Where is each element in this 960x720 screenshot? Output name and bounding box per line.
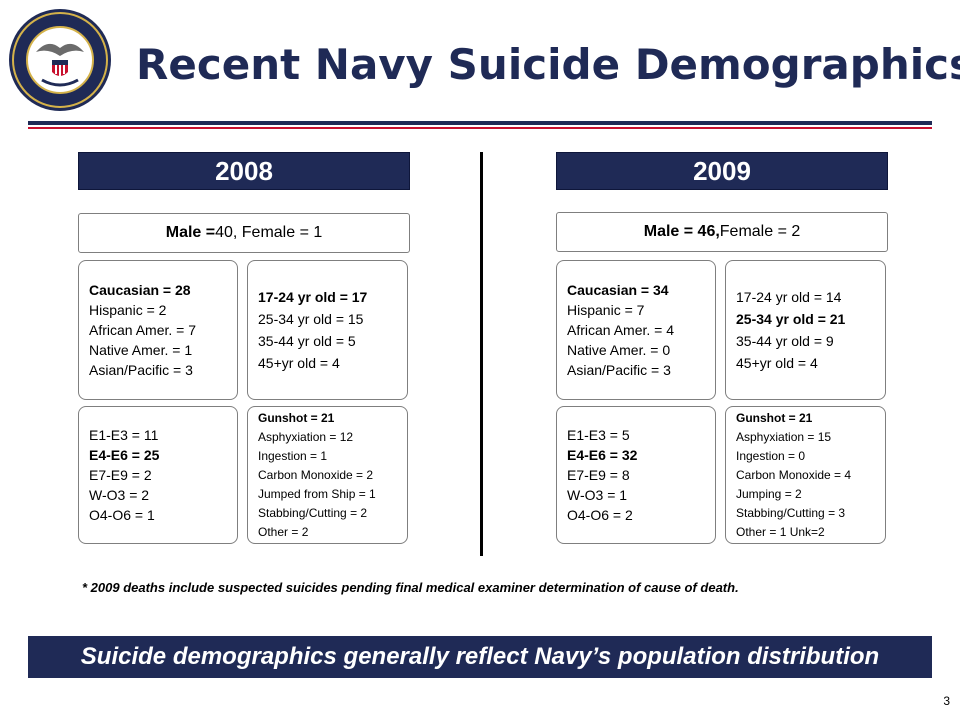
race-box-2008: Caucasian = 28 Hispanic = 2 African Amer… [78,260,238,400]
method-item: Ingestion = 0 [736,448,806,463]
race-box-2009: Caucasian = 34 Hispanic = 7 African Amer… [556,260,716,400]
rank-item: O4-O6 = 1 [89,507,155,523]
method-item: Gunshot = 21 [736,410,813,425]
rank-item: E7-E9 = 2 [89,467,152,483]
title-rule-red [28,127,932,129]
rank-box-2008: E1-E3 = 11 E4-E6 = 25 E7-E9 = 2 W-O3 = 2… [78,406,238,544]
age-item: 25-34 yr old = 21 [736,311,846,327]
navy-seal-icon [9,9,111,111]
race-item: Caucasian = 28 [89,282,191,298]
conclusion-banner: Suicide demographics generally reflect N… [28,636,932,678]
rank-item: E4-E6 = 32 [567,447,638,463]
rank-box-2009: E1-E3 = 5 E4-E6 = 32 E7-E9 = 8 W-O3 = 1 … [556,406,716,544]
method-item: Gunshot = 21 [258,410,335,425]
title-rule-blue [28,121,932,125]
male-label-2008: Male = [165,224,216,241]
gender-summary-2008: Male = 40 , Female = 1 [78,213,410,253]
method-item: Jumping = 2 [736,486,802,501]
rank-item: E7-E9 = 8 [567,467,630,483]
rank-item: W-O3 = 2 [89,487,150,503]
race-item: Native Amer. = 0 [567,342,671,358]
race-item: African Amer. = 7 [89,322,196,338]
age-item: 17-24 yr old = 17 [258,289,368,305]
race-item: Hispanic = 2 [89,302,167,318]
race-item: Asian/Pacific = 3 [567,362,671,378]
rank-item: O4-O6 = 2 [567,507,633,523]
age-box-2009: 17-24 yr old = 14 25-34 yr old = 21 35-4… [725,260,886,400]
age-item: 35-44 yr old = 5 [258,333,356,349]
race-item: Asian/Pacific = 3 [89,362,193,378]
age-item: 45+yr old = 4 [736,355,818,371]
race-item: Native Amer. = 1 [89,342,193,358]
method-item: Stabbing/Cutting = 2 [258,505,368,520]
column-divider [480,152,483,556]
race-item: African Amer. = 4 [567,322,674,338]
method-item: Carbon Monoxide = 2 [258,467,374,482]
female-text-2008: , Female = 1 [232,224,323,241]
footnote: * 2009 deaths include suspected suicides… [82,580,739,595]
age-box-2008: 17-24 yr old = 17 25-34 yr old = 15 35-4… [247,260,408,400]
method-item: Asphyxiation = 15 [736,429,832,444]
method-item: Stabbing/Cutting = 3 [736,505,846,520]
age-item: 35-44 yr old = 9 [736,333,834,349]
rank-item: E4-E6 = 25 [89,447,160,463]
rank-item: W-O3 = 1 [567,487,628,503]
method-item: Other = 2 [258,524,309,539]
gender-summary-2009: Male = 46, Female = 2 [556,212,888,252]
race-item: Caucasian = 34 [567,282,669,298]
method-item: Carbon Monoxide = 4 [736,467,852,482]
age-item: 45+yr old = 4 [258,355,340,371]
age-item: 25-34 yr old = 15 [258,311,364,327]
method-item: Jumped from Ship = 1 [258,486,376,501]
male-text-2009: Male = 46, [643,223,720,240]
method-box-2009: Gunshot = 21 Asphyxiation = 15 Ingestion… [725,406,886,544]
page-title: Recent Navy Suicide Demographics [136,40,960,89]
method-box-2008: Gunshot = 21 Asphyxiation = 12 Ingestion… [247,406,408,544]
method-item: Ingestion = 1 [258,448,328,463]
age-item: 17-24 yr old = 14 [736,289,842,305]
year-header-2009: 2009 [556,152,888,190]
male-value-2008: 40 [215,224,233,241]
method-item: Other = 1 Unk=2 [736,524,825,539]
page-number: 3 [943,694,950,708]
rank-item: E1-E3 = 11 [89,427,159,443]
rank-item: E1-E3 = 5 [567,427,630,443]
race-item: Hispanic = 7 [567,302,645,318]
female-text-2009: Female = 2 [719,223,801,240]
year-header-2008: 2008 [78,152,410,190]
method-item: Asphyxiation = 12 [258,429,354,444]
